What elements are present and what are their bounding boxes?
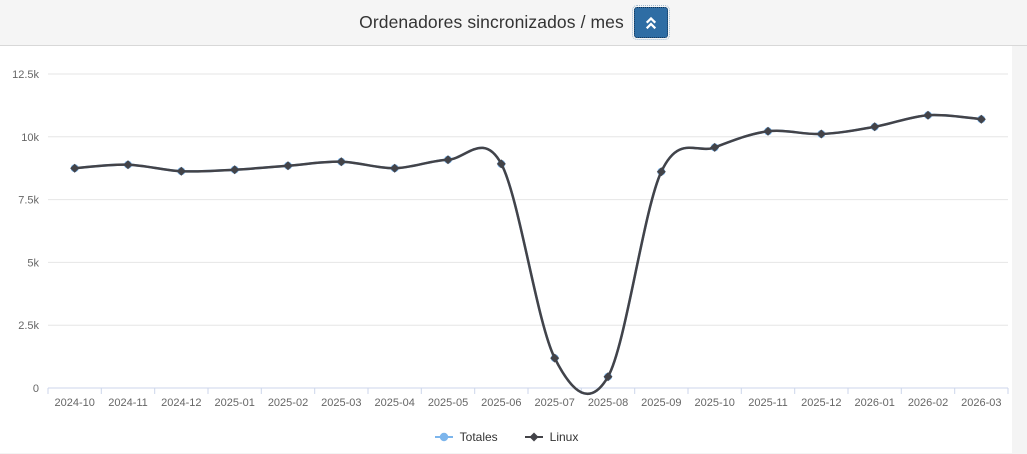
x-axis-label: 2025-05: [428, 397, 468, 409]
chart-legend: Totales Linux: [0, 428, 1012, 446]
chart-svg: 0 2.5k 5k 7.5k 10k 12.5k 2024-10 2024-11 2024-12…: [12, 69, 1009, 409]
linux-legend-marker: [524, 432, 543, 442]
linux-point[interactable]: [603, 372, 613, 382]
linux-point[interactable]: [336, 157, 346, 167]
x-axis-label: 2025-02: [268, 397, 308, 409]
linux-point[interactable]: [656, 167, 666, 177]
totales-legend-marker: [434, 432, 453, 442]
linux-line: [73, 113, 983, 396]
y-axis-label: 7.5k: [18, 195, 39, 207]
x-axis-label: 2026-03: [961, 397, 1001, 409]
linux-point[interactable]: [923, 110, 933, 120]
chart-panel: 0 2.5k 5k 7.5k 10k 12.5k 2024-10 2024-11 2024-12…: [0, 46, 1012, 453]
linux-point[interactable]: [976, 114, 986, 124]
x-axis-label: 2026-01: [855, 397, 895, 409]
x-axis-label: 2025-08: [588, 397, 628, 409]
y-axis-label: 0: [33, 383, 39, 395]
y-axis-label: 12.5k: [12, 69, 39, 81]
linux-point[interactable]: [230, 165, 240, 175]
linux-point[interactable]: [550, 353, 560, 363]
y-axis-label: 5k: [27, 257, 39, 269]
x-axis-label: 2024-12: [161, 397, 201, 409]
linux-point[interactable]: [870, 122, 880, 132]
x-axis-label: 2025-11: [748, 397, 788, 409]
linux-point[interactable]: [763, 126, 773, 136]
linux-point[interactable]: [176, 166, 186, 176]
x-axis-label: 2025-07: [535, 397, 575, 409]
linux-point[interactable]: [443, 155, 453, 165]
collapse-button[interactable]: [631, 5, 670, 40]
legend-item-totales[interactable]: Totales: [434, 430, 498, 444]
y-axis-label: 2.5k: [18, 320, 39, 332]
y-axis-label: 10k: [21, 132, 39, 144]
x-axis-label: 2024-11: [108, 397, 148, 409]
x-axis-label: 2025-12: [801, 397, 841, 409]
x-axis-label: 2025-04: [375, 397, 415, 409]
x-axis-label: 2025-10: [695, 397, 735, 409]
x-axis-label: 2026-02: [908, 397, 948, 409]
linux-point[interactable]: [70, 163, 80, 173]
x-axis-label: 2025-01: [215, 397, 255, 409]
legend-item-linux[interactable]: Linux: [524, 430, 579, 444]
linux-point[interactable]: [816, 129, 826, 139]
x-axis-label: 2025-06: [481, 397, 521, 409]
angle-double-up-icon: [645, 16, 656, 30]
x-axis-label: 2024-10: [55, 397, 95, 409]
linux-point[interactable]: [496, 159, 506, 169]
linux-point[interactable]: [390, 163, 400, 173]
chart-title: Ordenadores sincronizados / mes: [359, 12, 624, 32]
chart-header: Ordenadores sincronizados / mes: [0, 0, 1027, 46]
linux-point[interactable]: [283, 161, 293, 171]
legend-label-totales: Totales: [459, 430, 498, 444]
legend-label-linux: Linux: [549, 430, 579, 444]
linux-point[interactable]: [710, 142, 720, 152]
linux-point[interactable]: [123, 160, 133, 170]
x-axis-label: 2025-09: [641, 397, 681, 409]
x-axis-label: 2025-03: [321, 397, 361, 409]
